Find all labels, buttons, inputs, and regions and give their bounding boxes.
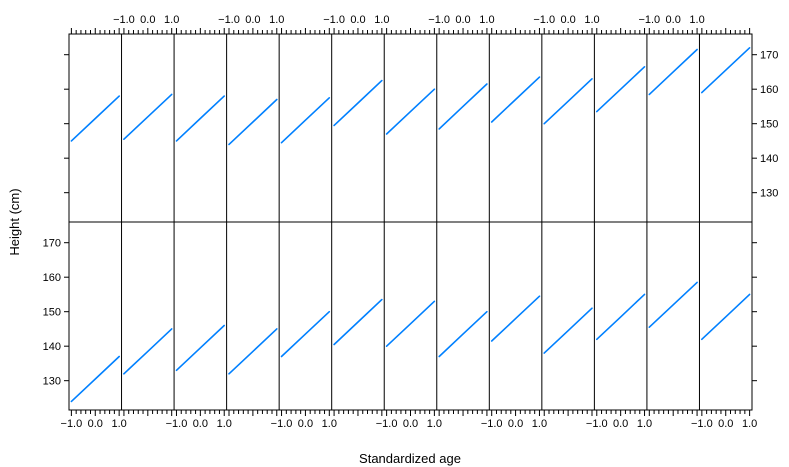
x-tick-label-top: −1.0 (533, 14, 555, 26)
x-tick-label-top: −1.0 (638, 14, 660, 26)
ticks-layer (64, 28, 757, 416)
growth-curve-bottom-13 (701, 293, 751, 341)
growth-curve-top-9 (490, 76, 541, 123)
y-tick-label-right: 150 (760, 119, 778, 131)
x-tick-label-bottom: 0.0 (403, 418, 418, 430)
growth-curve-top-12 (648, 48, 698, 96)
growth-curve-bottom-9 (490, 295, 541, 342)
x-tick-label-top: 1.0 (584, 14, 599, 26)
x-axis-title: Standardized age (359, 451, 461, 466)
growth-curve-bottom-12 (648, 281, 698, 328)
x-tick-label-top: 1.0 (479, 14, 494, 26)
x-tick-label-bottom: 0.0 (88, 418, 103, 430)
y-tick-label-left: 160 (43, 272, 61, 284)
growth-curve-bottom-8 (438, 310, 488, 358)
x-tick-label-bottom: 0.0 (508, 418, 523, 430)
growth-curve-top-7 (385, 88, 436, 135)
growth-curve-top-1 (70, 95, 120, 142)
x-tick-label-top: −1.0 (113, 14, 135, 26)
x-tick-label-bottom: 1.0 (322, 418, 337, 430)
x-tick-label-bottom: −1.0 (691, 418, 713, 430)
y-tick-label-left: 170 (43, 238, 61, 250)
growth-curve-bottom-1 (70, 355, 120, 403)
growth-curve-top-4 (228, 98, 278, 146)
growth-curve-bottom-2 (123, 328, 173, 375)
x-tick-label-top: 0.0 (245, 14, 260, 26)
y-axis-title: Height (cm) (7, 188, 22, 255)
x-tick-label-top: −1.0 (218, 14, 240, 26)
growth-curve-top-13 (701, 47, 751, 94)
x-tick-label-bottom: −1.0 (271, 418, 293, 430)
growth-curve-bottom-3 (175, 324, 225, 372)
y-tick-label-right: 170 (760, 50, 778, 62)
x-tick-label-bottom: 1.0 (742, 418, 757, 430)
tick-labels-layer: −1.0 0.0 1.0 −1.0 0.0 1.0 −1.0 0.0 1.0 −1.0 0.0 1.0… (43, 14, 779, 430)
growth-curve-bottom-7 (385, 300, 436, 347)
x-tick-label-top: 0.0 (455, 14, 470, 26)
growth-curve-bottom-6 (333, 298, 383, 346)
x-tick-label-bottom: −1.0 (586, 418, 608, 430)
x-tick-label-top: 1.0 (374, 14, 389, 26)
growth-curve-bottom-5 (280, 310, 331, 358)
growth-curve-top-5 (280, 97, 331, 144)
growth-curve-bottom-4 (228, 328, 278, 375)
x-tick-label-top: −1.0 (323, 14, 345, 26)
growth-curve-top-10 (543, 78, 593, 125)
y-tick-label-right: 160 (760, 84, 778, 96)
x-tick-label-top: −1.0 (428, 14, 450, 26)
x-tick-label-top: 0.0 (666, 14, 681, 26)
y-tick-label-left: 150 (43, 307, 61, 319)
x-tick-label-bottom: 1.0 (427, 418, 442, 430)
growth-curve-top-2 (123, 93, 173, 140)
x-tick-label-top: 1.0 (164, 14, 179, 26)
panels-layer (68, 33, 753, 411)
x-tick-label-top: 1.0 (689, 14, 704, 26)
growth-curve-top-8 (438, 83, 488, 130)
x-tick-label-bottom: 0.0 (193, 418, 208, 430)
x-tick-label-bottom: 1.0 (112, 418, 127, 430)
x-tick-label-bottom: −1.0 (376, 418, 398, 430)
y-tick-label-right: 140 (760, 153, 778, 165)
y-tick-label-left: 140 (43, 341, 61, 353)
x-tick-label-bottom: 1.0 (637, 418, 652, 430)
x-tick-label-bottom: 1.0 (532, 418, 547, 430)
x-tick-label-bottom: −1.0 (481, 418, 503, 430)
growth-curve-top-11 (596, 66, 646, 113)
growth-curve-bottom-10 (543, 307, 593, 354)
x-tick-label-top: 0.0 (560, 14, 575, 26)
growth-curve-top-3 (175, 95, 225, 142)
growth-curve-bottom-11 (596, 293, 646, 341)
x-tick-label-bottom: 0.0 (718, 418, 733, 430)
x-tick-label-bottom: 0.0 (298, 418, 313, 430)
x-tick-label-top: 0.0 (350, 14, 365, 26)
x-tick-label-bottom: 0.0 (613, 418, 628, 430)
x-tick-label-bottom: −1.0 (166, 418, 188, 430)
x-tick-label-top: 0.0 (140, 14, 155, 26)
x-tick-label-bottom: −1.0 (61, 418, 83, 430)
x-tick-label-top: 1.0 (269, 14, 284, 26)
growth-curve-top-6 (333, 79, 383, 127)
x-tick-label-bottom: 1.0 (217, 418, 232, 430)
y-tick-label-left: 130 (43, 376, 61, 388)
y-tick-label-right: 130 (760, 188, 778, 200)
